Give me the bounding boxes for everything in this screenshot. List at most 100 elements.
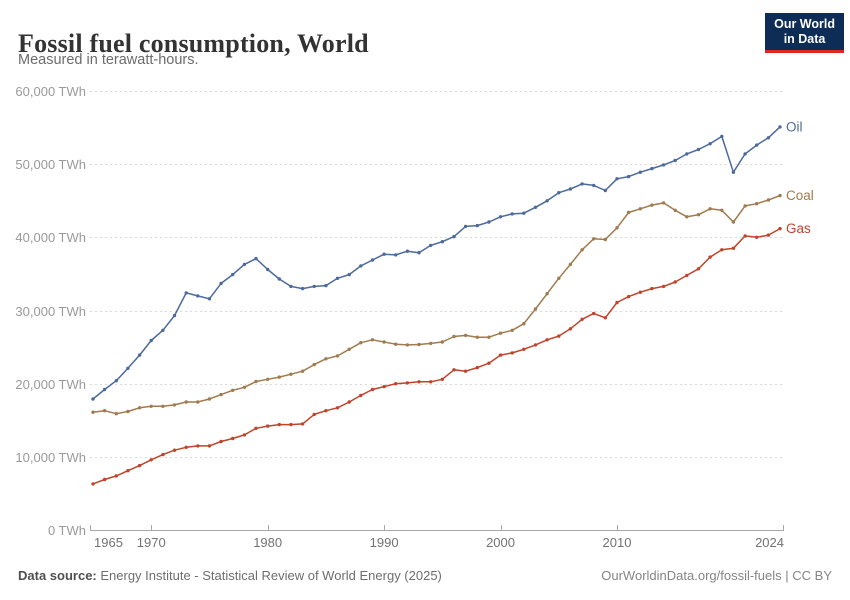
series-point-gas-1970 (149, 458, 153, 462)
series-point-coal-1988 (359, 341, 363, 345)
series-point-coal-2019 (720, 208, 724, 212)
series-point-oil-1991 (394, 253, 398, 257)
series-point-oil-2007 (580, 182, 584, 186)
series-point-gas-1986 (335, 406, 340, 410)
series-point-coal-1970 (149, 404, 153, 408)
series-point-gas-2011 (626, 294, 631, 299)
series-point-coal-1968 (126, 409, 130, 414)
series-point-gas-2014 (661, 284, 666, 289)
series-point-oil-2015 (673, 158, 677, 163)
series-point-coal-1967 (114, 412, 119, 416)
series-point-gas-1973 (184, 445, 188, 449)
series-point-coal-2016 (685, 215, 689, 219)
series-point-gas-2016 (685, 273, 689, 278)
series-point-oil-2018 (708, 142, 712, 146)
series-point-oil-1974 (196, 294, 200, 298)
series-point-oil-1994 (429, 243, 433, 248)
x-axis-label-2000: 2000 (486, 535, 515, 550)
y-axis-label-0: 0 TWh (48, 523, 86, 538)
y-axis-label-50000: 50,000 TWh (15, 157, 86, 172)
x-axis-label-1970: 1970 (137, 535, 166, 550)
series-point-gas-1999 (487, 361, 491, 365)
series-point-coal-2020 (731, 220, 736, 224)
series-point-coal-1989 (370, 338, 375, 342)
series-point-oil-1968 (126, 366, 130, 370)
x-axis-label-1980: 1980 (253, 535, 282, 550)
series-point-oil-1992 (405, 249, 410, 253)
series-point-coal-2010 (615, 226, 619, 230)
series-point-gas-1981 (277, 422, 281, 427)
series-point-oil-1985 (324, 283, 328, 288)
series-point-oil-1995 (440, 240, 444, 244)
series-line-gas[interactable] (92, 227, 781, 485)
series-point-coal-1993 (417, 342, 421, 347)
series-point-gas-1982 (289, 422, 293, 427)
y-axis-label-20000: 20,000 TWh (15, 377, 86, 392)
series-point-coal-2013 (650, 203, 654, 207)
series-point-gas-2015 (673, 280, 677, 284)
series-point-coal-1973 (184, 400, 188, 404)
series-point-gas-2001 (510, 351, 514, 355)
series-line-coal[interactable] (92, 194, 781, 415)
series-point-coal-1992 (405, 343, 410, 347)
series-point-gas-1998 (475, 365, 479, 370)
series-point-gas-1976 (219, 439, 223, 444)
series-point-oil-2022 (755, 143, 759, 147)
series-point-oil-1996 (452, 234, 456, 239)
series-point-coal-2017 (696, 213, 701, 217)
series-point-coal-2004 (545, 292, 549, 296)
series-point-coal-2001 (510, 328, 514, 332)
series-point-coal-2003 (533, 307, 538, 311)
series-point-oil-1984 (312, 284, 316, 289)
series-point-oil-1973 (184, 291, 188, 295)
series-point-gas-1967 (114, 474, 119, 478)
series-label-coal[interactable]: Coal (786, 188, 814, 203)
data-source-text: Energy Institute - Statistical Review of… (96, 568, 442, 583)
series-point-coal-2002 (522, 322, 526, 326)
series-point-coal-1971 (161, 404, 165, 408)
series-line-oil[interactable] (92, 126, 781, 400)
series-label-gas[interactable]: Gas (786, 221, 811, 236)
series-point-oil-2001 (510, 212, 514, 216)
series-point-coal-2021 (743, 204, 747, 208)
series-point-oil-1969 (137, 353, 142, 357)
series-point-oil-1988 (359, 264, 363, 268)
series-point-gas-1968 (126, 469, 130, 473)
series-point-gas-2024 (778, 226, 782, 231)
series-point-coal-2005 (557, 276, 561, 280)
page-subtitle: Measured in terawatt-hours. (18, 52, 199, 68)
attribution-url[interactable]: OurWorldinData.org/fossil-fuels (601, 568, 782, 583)
series-point-gas-1966 (102, 477, 107, 482)
series-point-oil-1977 (231, 272, 235, 277)
series-point-oil-2019 (720, 134, 724, 139)
series-point-coal-1984 (312, 362, 316, 367)
series-point-oil-2012 (638, 170, 642, 174)
series-point-oil-2000 (498, 215, 503, 219)
series-point-oil-1999 (487, 220, 491, 224)
series-point-gas-2008 (592, 311, 596, 316)
series-point-coal-1991 (394, 342, 398, 346)
series-point-oil-2014 (661, 163, 666, 167)
series-point-coal-2006 (568, 262, 573, 267)
series-point-coal-2012 (638, 207, 642, 211)
series-point-gas-1977 (231, 436, 235, 441)
chart-footer: Data source: Energy Institute - Statisti… (18, 568, 832, 583)
series-point-coal-2018 (708, 207, 712, 211)
series-point-oil-1976 (219, 281, 223, 286)
series-point-gas-1978 (242, 433, 247, 437)
series-point-coal-1974 (196, 400, 200, 404)
series-label-oil[interactable]: Oil (786, 119, 803, 134)
series-point-oil-2023 (766, 136, 771, 140)
series-point-oil-1983 (300, 286, 305, 291)
series-point-coal-1966 (102, 409, 107, 413)
series-point-oil-1966 (102, 387, 107, 392)
series-point-oil-2016 (685, 152, 689, 156)
series-point-gas-1989 (370, 387, 375, 392)
series-point-gas-1987 (347, 400, 351, 404)
series-point-oil-1970 (149, 338, 153, 343)
series-point-gas-1990 (382, 384, 386, 389)
x-axis-label-2024: 2024 (755, 535, 784, 550)
series-point-gas-1984 (312, 412, 316, 417)
